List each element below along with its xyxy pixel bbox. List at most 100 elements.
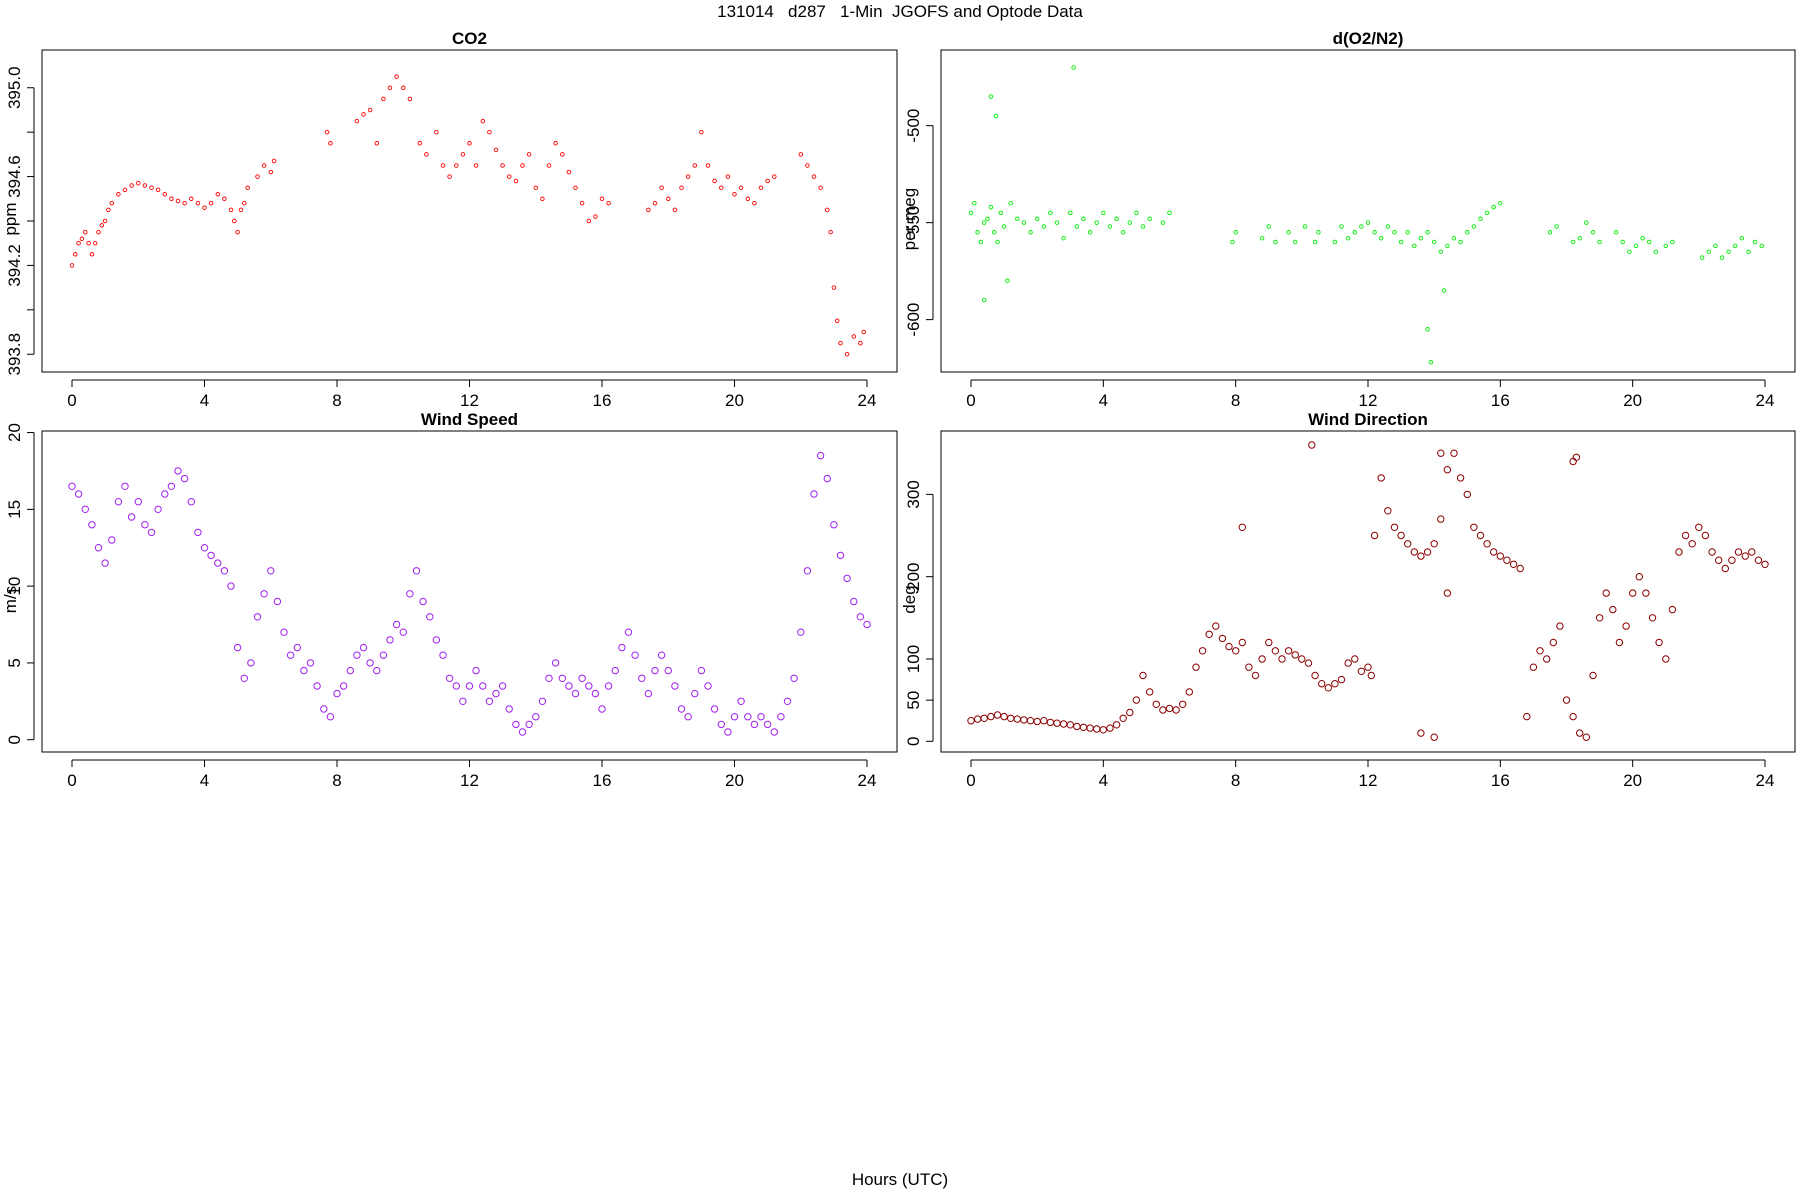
wind-dir-data-point <box>1483 540 1491 548</box>
co2-data-point <box>646 207 651 213</box>
wind-dir-data-point <box>1146 688 1154 696</box>
co2-data-point <box>825 207 830 213</box>
co2-data-point <box>175 198 181 204</box>
wind-speed-data-point <box>320 705 328 713</box>
wind-speed-data-point <box>366 659 374 667</box>
o2n2-data-point <box>1441 288 1447 293</box>
o2n2-data-point <box>1547 230 1553 235</box>
wind-speed-y-tick-label: 15 <box>5 500 24 519</box>
wind-speed-data-point <box>465 682 474 690</box>
wind-dir-data-point <box>1093 725 1101 733</box>
o2n2-data-point <box>1640 235 1645 241</box>
o2n2-data-point <box>1021 220 1027 225</box>
wind-dir-data-point <box>1344 659 1352 667</box>
wind-dir-data-point <box>1238 523 1247 531</box>
co2-data-point <box>593 214 598 219</box>
o2n2-y-tick-label: -500 <box>904 109 923 143</box>
co2-data-point <box>699 129 704 135</box>
co2-data-point <box>401 85 406 91</box>
wind-speed-data-point <box>492 689 500 698</box>
wind-speed-data-point <box>399 628 407 636</box>
wind-dir-data-point <box>1734 548 1743 556</box>
o2n2-y-tick-label: -600 <box>904 303 923 337</box>
co2-y-tick-label: 395.0 <box>5 66 24 109</box>
wind-dir-x-tick-label: 20 <box>1623 771 1642 790</box>
wind-dir-data-point <box>1549 638 1558 647</box>
wind-speed-data-point <box>598 705 606 713</box>
o2n2-data-point <box>1405 230 1410 235</box>
o2n2-data-point <box>1230 239 1235 245</box>
wind-dir-data-point <box>1417 552 1425 560</box>
o2n2-data-point <box>1068 210 1073 216</box>
wind-dir-data-point <box>1271 647 1280 655</box>
o2n2-data-point <box>968 210 974 216</box>
wind-speed-data-point <box>763 720 772 729</box>
o2n2-x-tick-label: 0 <box>966 391 975 410</box>
wind-dir-data-point <box>1615 638 1624 647</box>
wind-speed-data-point <box>631 651 639 659</box>
wind-speed-data-point <box>498 682 507 690</box>
wind-speed-data-point <box>194 528 202 537</box>
wind-speed-data-point <box>220 567 229 575</box>
co2-x-tick-label: 20 <box>725 391 744 410</box>
wind-speed-data-point <box>293 643 301 652</box>
co2-data-point <box>228 207 234 213</box>
wind-dir-data-point <box>1715 556 1723 564</box>
o2n2-plot-frame <box>940 49 1796 373</box>
co2-data-point <box>92 240 98 246</box>
co2-data-point <box>579 200 585 206</box>
wind-speed-data-point <box>426 613 434 621</box>
o2n2-data-point <box>1445 243 1450 249</box>
co2-data-point <box>89 252 95 257</box>
o2n2-data-point <box>1286 230 1291 235</box>
o2n2-data-point <box>1120 230 1126 235</box>
wind-speed-data-point <box>306 659 315 667</box>
wind-speed-data-point <box>141 521 149 529</box>
o2n2-data-point <box>1372 230 1377 235</box>
co2-data-point <box>222 196 227 202</box>
o2n2-data-point <box>988 204 994 210</box>
wind-dir-data-point <box>1053 719 1061 727</box>
wind-speed-data-point <box>651 666 659 675</box>
o2n2-title: d(O2/N2) <box>1333 29 1404 48</box>
co2-data-point <box>520 163 525 168</box>
o2n2-data-point <box>975 230 980 235</box>
wind-dir-y-tick-label: 0 <box>904 737 923 746</box>
co2-data-point <box>732 192 737 197</box>
o2n2-data-point <box>1627 249 1632 254</box>
wind-dir-data-point <box>1437 449 1445 457</box>
o2n2-data-point <box>1233 230 1238 235</box>
o2n2-data-point <box>1451 235 1457 241</box>
wind-dir-x-tick-label: 12 <box>1359 771 1378 790</box>
wind-dir-data-point <box>1529 663 1538 671</box>
o2n2-data-point <box>1041 224 1047 229</box>
co2-data-point <box>473 163 479 168</box>
wind-speed-data-point <box>538 697 547 705</box>
wind-dir-data-point <box>1132 696 1141 704</box>
o2n2-data-point <box>1478 216 1483 222</box>
wind-speed-data-point <box>88 521 96 529</box>
wind-speed-data-point <box>485 697 494 705</box>
o2n2-data-point <box>1706 249 1712 254</box>
wind-speed-data-point <box>850 597 858 606</box>
wind-speed-data-point <box>518 728 527 736</box>
wind-dir-data-point <box>1728 556 1736 564</box>
co2-data-point <box>831 285 837 290</box>
wind-speed-data-point <box>479 682 487 690</box>
o2n2-data-point <box>1332 239 1338 245</box>
wind-speed-data-point <box>260 590 268 598</box>
wind-dir-data-point <box>1033 717 1041 726</box>
o2n2-data-point <box>1590 230 1596 235</box>
wind-dir-y-tick-label: 300 <box>904 480 923 508</box>
co2-data-point <box>328 141 333 146</box>
wind-speed-plot-frame <box>41 430 898 753</box>
wind-dir-data-point <box>1159 706 1167 714</box>
wind-speed-data-point <box>267 567 275 575</box>
wind-speed-data-point <box>353 651 361 659</box>
wind-speed-data-point <box>803 567 812 575</box>
o2n2-data-point <box>988 94 994 99</box>
co2-data-point <box>76 240 81 246</box>
co2-data-point <box>844 351 850 357</box>
co2-data-point <box>672 207 678 213</box>
wind-dir-data-point <box>1284 647 1293 655</box>
